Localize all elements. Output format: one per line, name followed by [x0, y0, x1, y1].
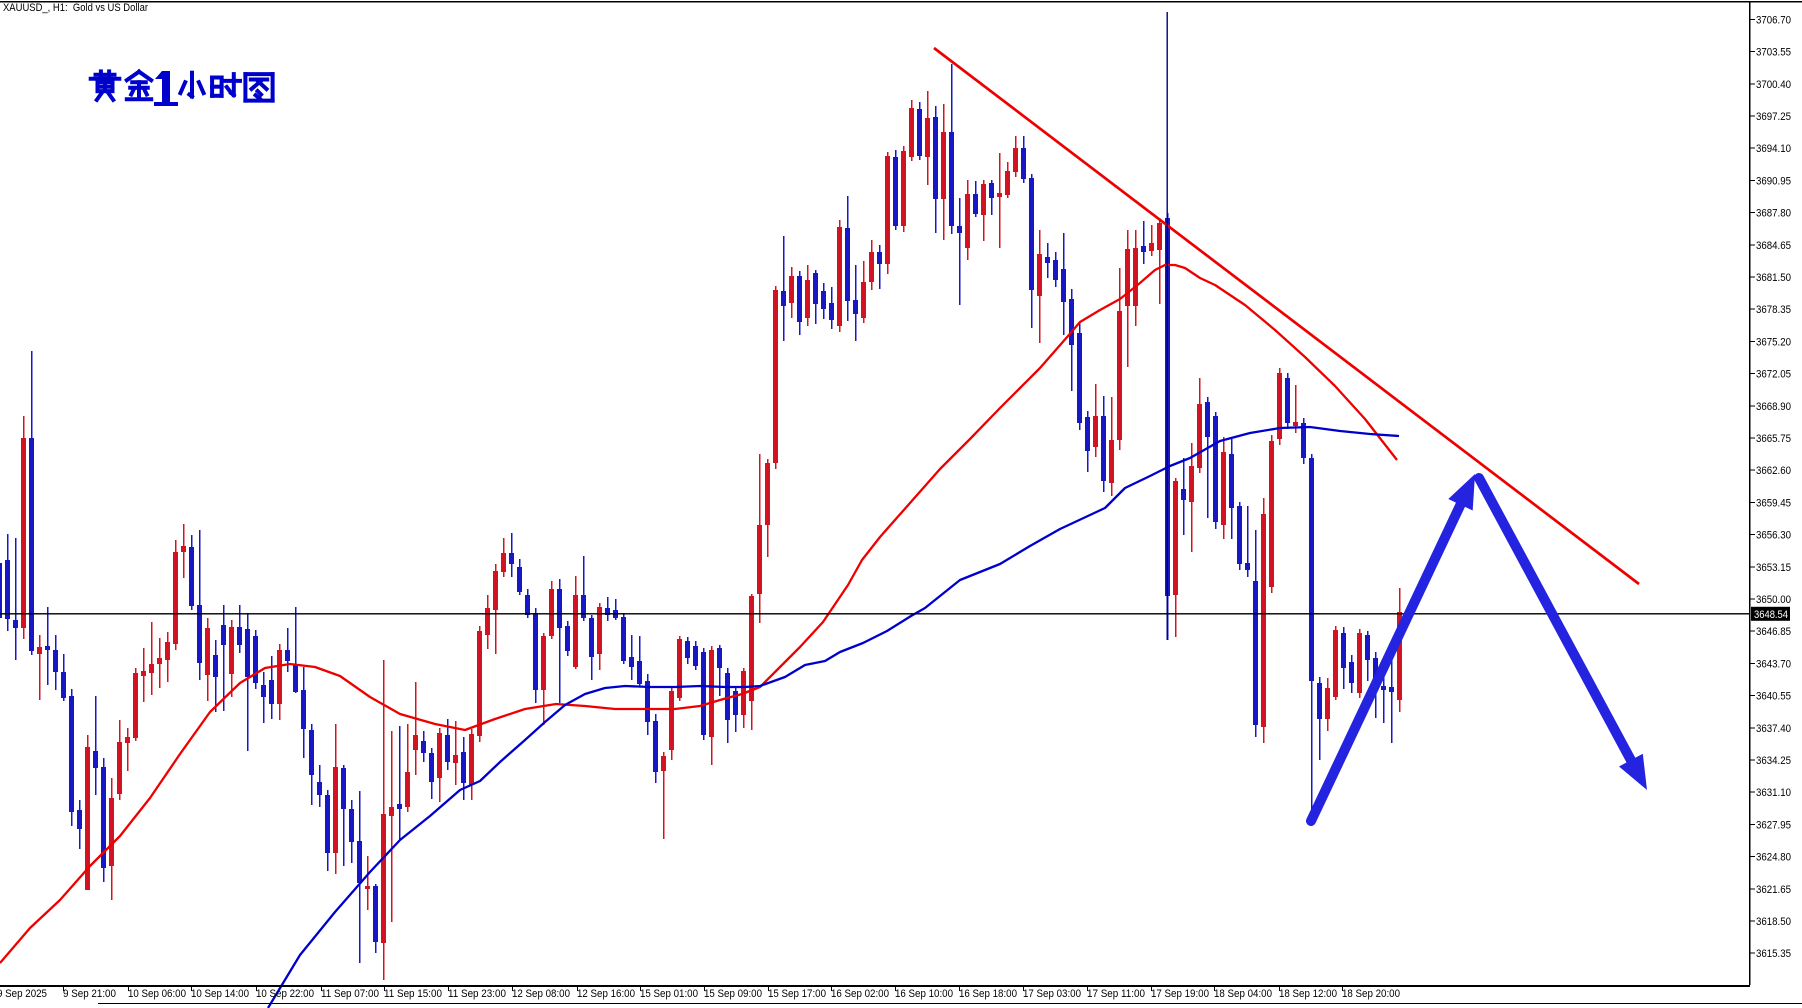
svg-text:3703.55: 3703.55: [1756, 47, 1791, 59]
svg-text:17 Sep 19:00: 17 Sep 19:00: [1151, 988, 1209, 1000]
svg-text:12 Sep 08:00: 12 Sep 08:00: [512, 988, 570, 1000]
svg-text:11 Sep 07:00: 11 Sep 07:00: [321, 988, 379, 1000]
svg-text:3668.90: 3668.90: [1756, 401, 1791, 413]
svg-text:3656.30: 3656.30: [1756, 530, 1791, 542]
svg-text:16 Sep 02:00: 16 Sep 02:00: [831, 988, 889, 1000]
svg-text:3672.05: 3672.05: [1756, 369, 1791, 381]
svg-text:3650.00: 3650.00: [1756, 594, 1791, 606]
svg-text:3618.50: 3618.50: [1756, 916, 1791, 928]
svg-text:3631.10: 3631.10: [1756, 787, 1791, 799]
svg-text:10 Sep 14:00: 10 Sep 14:00: [191, 988, 249, 1000]
svg-text:3662.60: 3662.60: [1756, 465, 1791, 477]
svg-text:9 Sep 21:00: 9 Sep 21:00: [63, 988, 116, 1000]
svg-text:3634.25: 3634.25: [1756, 755, 1791, 767]
svg-text:11 Sep 15:00: 11 Sep 15:00: [384, 988, 442, 1000]
svg-text:10 Sep 22:00: 10 Sep 22:00: [256, 988, 314, 1000]
svg-text:XAUUSD_, H1: Gold vs US Dolla: XAUUSD_, H1: Gold vs US Dollar: [3, 2, 148, 14]
svg-text:17 Sep 11:00: 17 Sep 11:00: [1087, 988, 1145, 1000]
svg-text:9 Sep 2025: 9 Sep 2025: [0, 988, 47, 1000]
svg-text:3648.54: 3648.54: [1754, 609, 1788, 621]
svg-text:15 Sep 17:00: 15 Sep 17:00: [768, 988, 826, 1000]
svg-text:3675.20: 3675.20: [1756, 336, 1791, 348]
svg-text:3690.95: 3690.95: [1756, 175, 1791, 187]
svg-text:16 Sep 18:00: 16 Sep 18:00: [959, 988, 1017, 1000]
svg-text:11 Sep 23:00: 11 Sep 23:00: [448, 988, 506, 1000]
svg-text:10 Sep 06:00: 10 Sep 06:00: [128, 988, 186, 1000]
svg-text:3653.15: 3653.15: [1756, 562, 1791, 574]
svg-text:3697.25: 3697.25: [1756, 111, 1791, 123]
svg-text:3694.10: 3694.10: [1756, 143, 1791, 155]
svg-text:3684.65: 3684.65: [1756, 240, 1791, 252]
svg-text:3627.95: 3627.95: [1756, 819, 1791, 831]
svg-text:16 Sep 10:00: 16 Sep 10:00: [895, 988, 953, 1000]
svg-text:15 Sep 01:00: 15 Sep 01:00: [640, 988, 698, 1000]
svg-text:3621.65: 3621.65: [1756, 884, 1791, 896]
svg-text:3615.35: 3615.35: [1756, 948, 1791, 960]
svg-text:3643.70: 3643.70: [1756, 658, 1791, 670]
svg-text:3665.75: 3665.75: [1756, 433, 1791, 445]
svg-text:3640.55: 3640.55: [1756, 691, 1791, 703]
svg-text:15 Sep 09:00: 15 Sep 09:00: [704, 988, 762, 1000]
svg-text:12 Sep 16:00: 12 Sep 16:00: [577, 988, 635, 1000]
svg-text:3681.50: 3681.50: [1756, 272, 1791, 284]
svg-text:3706.70: 3706.70: [1756, 14, 1791, 26]
svg-text:18 Sep 20:00: 18 Sep 20:00: [1342, 988, 1400, 1000]
svg-text:18 Sep 04:00: 18 Sep 04:00: [1214, 988, 1272, 1000]
svg-text:3687.80: 3687.80: [1756, 208, 1791, 220]
svg-text:3624.80: 3624.80: [1756, 852, 1791, 864]
svg-text:3678.35: 3678.35: [1756, 304, 1791, 316]
svg-text:3700.40: 3700.40: [1756, 79, 1791, 91]
svg-text:18 Sep 12:00: 18 Sep 12:00: [1279, 988, 1337, 1000]
svg-text:3646.85: 3646.85: [1756, 626, 1791, 638]
svg-text:17 Sep 03:00: 17 Sep 03:00: [1023, 988, 1081, 1000]
svg-text:3637.40: 3637.40: [1756, 723, 1791, 735]
svg-text:3659.45: 3659.45: [1756, 497, 1791, 509]
